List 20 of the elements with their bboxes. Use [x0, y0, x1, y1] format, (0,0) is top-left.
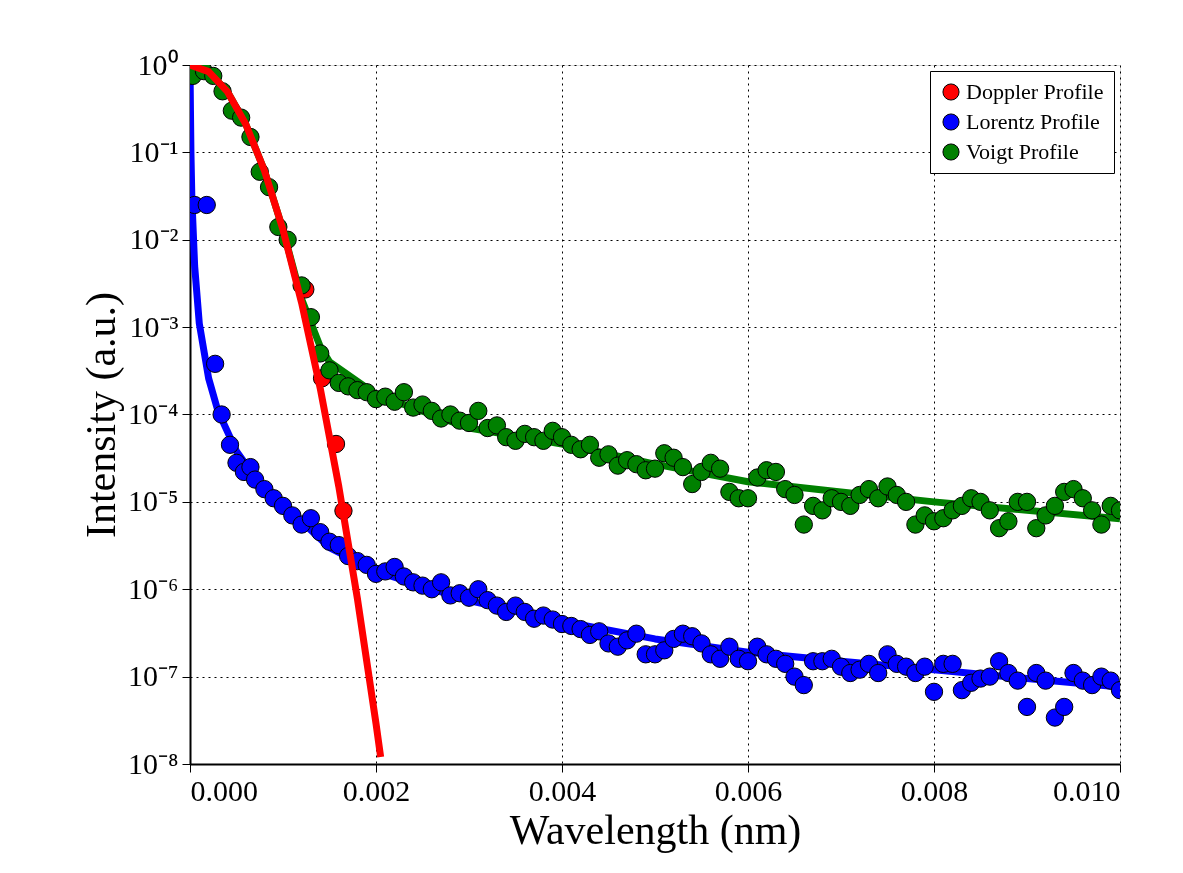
y-tick-label: 10⁻⁸	[128, 746, 179, 780]
y-tick-label: 10⁻⁶	[128, 571, 179, 605]
y-tick-label: 10⁻⁷	[128, 659, 179, 693]
y-axis-title: Intensity (a.u.)	[78, 291, 126, 539]
y-tick-label: 10⁻²	[129, 222, 179, 256]
legend-label: Voigt Profile	[966, 139, 1079, 164]
x-tick-label: 0.008	[900, 773, 969, 807]
x-tick-label: 0.000	[190, 773, 258, 807]
legend-label: Lorentz Profile	[966, 109, 1100, 134]
x-tick-label: 0.010	[1053, 773, 1121, 807]
x-axis-title: Wavelength (nm)	[509, 806, 802, 854]
legend-label: Doppler Profile	[966, 79, 1104, 104]
y-tick-label: 10⁻⁵	[128, 484, 179, 518]
y-tick-label: 10⁻³	[129, 309, 179, 343]
y-tick-label: 10⁰	[137, 47, 179, 81]
y-tick-label: 10⁻¹	[129, 134, 179, 168]
x-tick-label: 0.002	[342, 773, 411, 807]
x-tick-label: 0.004	[528, 773, 597, 807]
x-tick-label: 0.006	[714, 773, 783, 807]
y-tick-label: 10⁻⁴	[128, 397, 179, 430]
